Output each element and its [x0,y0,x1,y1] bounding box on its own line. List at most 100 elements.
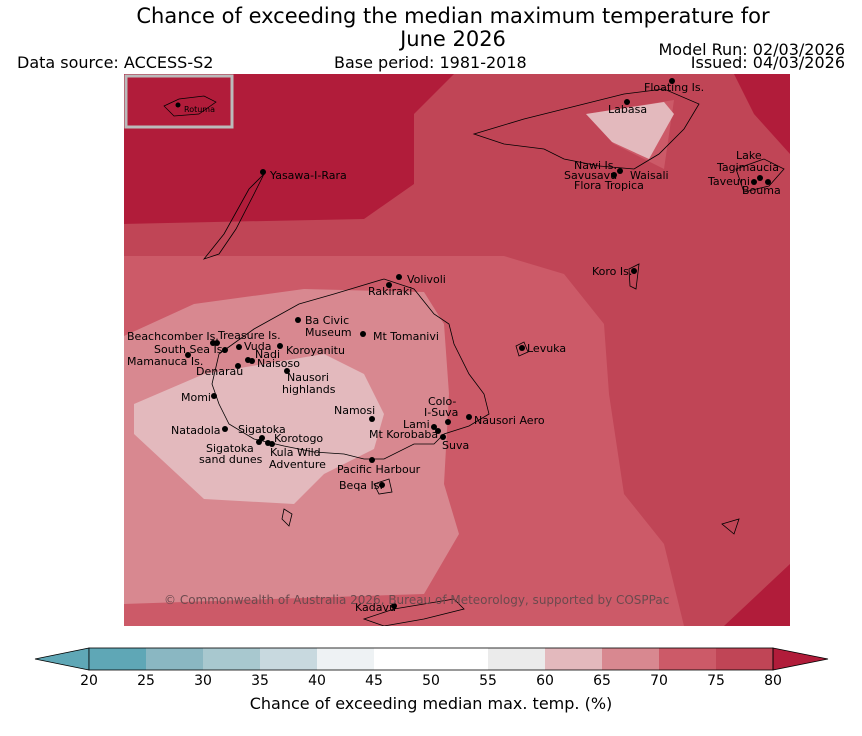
colorbar-segment [431,648,488,670]
colorbar-segment [317,648,374,670]
label-treasure: Treasure Is. [217,329,281,342]
colorbar-segment [89,648,146,670]
label-beqa: Beqa Is. [339,479,383,492]
colorbar-segment [659,648,716,670]
colorbar-tick-label: 45 [365,673,383,689]
label-suva: Suva [442,439,469,452]
colorbar-tick-label: 60 [536,673,554,689]
label-tagimaucia: Tagimaucia [716,161,779,174]
data-source-label: Data source: ACCESS-S2 [17,53,214,72]
label-namosi: Namosi [334,404,375,417]
label-korotogo: Korotogo [274,432,323,445]
label-lami: Lami [403,418,430,431]
colorbar-tick-label: 50 [422,673,440,689]
colorbar-segment [374,648,431,670]
label-korobaba: Mt Korobaba [369,428,438,441]
label-southsea: South Sea Is. [154,343,226,356]
label-kadavu: Kadavu [355,601,396,614]
label-taveuni: Taveuni [707,175,750,188]
label-nausori-h1: Nausori [287,371,329,384]
rotuma-inset: Rotuma [124,74,234,129]
label-sigatoka: Sigatoka [238,423,286,436]
colorbar-tick-label: 80 [764,673,782,689]
beqa-coast [373,478,393,495]
colorbar-tick-label: 25 [137,673,155,689]
base-period-label: Base period: 1981-2018 [334,53,527,72]
colorbar-tick-label: 55 [479,673,497,689]
colorbar-outline [88,647,774,671]
label-nawi: Nawi Is. [574,159,617,172]
label-bacivic-1: Ba Civic [305,314,349,327]
label-levuka: Levuka [527,342,566,355]
label-koro: Koro Is. [592,265,632,278]
colorbar-extend-low [34,647,90,671]
label-momi: Momi [181,391,211,404]
forecast-map-svg: Rotuma Floating Is. Labasa Yasawa-I-Rara… [124,74,790,626]
forecast-map: Rotuma Floating Is. Labasa Yasawa-I-Rara… [124,74,790,626]
colorbar-tick-label: 75 [707,673,725,689]
label-yasawa: Yasawa-I-Rara [269,169,347,182]
colorbar [34,647,829,671]
label-waisali: Waisali [630,169,669,182]
colorbar-segment [602,648,659,670]
kadavu-coast [362,598,465,626]
label-savusavu: Savusavu [564,169,617,182]
vatulele-coast [281,508,293,527]
label-natadola: Natadola [171,424,221,437]
label-tomanivi: Mt Tomanivi [373,330,439,343]
label-nadi: Nadi [255,348,280,361]
contour-60 [134,354,384,504]
label-naisoso: Naisoso [257,357,300,370]
colorbar-extend-high [772,647,829,671]
yasawa-coast [202,173,265,260]
east-reef-coast [721,518,740,535]
colorbar-segment [203,648,260,670]
label-colo-1: Colo- [428,395,456,408]
copyright-text: © Commonwealth of Australia 2026, Bureau… [164,593,669,607]
map-title-line2: June 2026 [400,27,506,51]
taveuni-coast [735,158,785,193]
colorbar-tick-label: 70 [650,673,668,689]
colorbar-label: Chance of exceeding median max. temp. (%… [249,694,613,713]
label-mamanuca: Mamanuca Is. [127,355,203,368]
label-bouma: Bouma [742,184,781,197]
label-koroyanitu: Koroyanitu [286,344,345,357]
label-colo-2: I-Suva [424,406,458,419]
contour-80-southeast [724,564,790,626]
colorbar-segment [146,648,203,670]
label-lake: Lake [736,149,762,162]
label-sigdunes-2: sand dunes [199,453,263,466]
vanua-levu-coast [472,88,700,170]
colorbar-tick-label: 35 [251,673,269,689]
colorbar-tick-label: 30 [194,673,212,689]
inset-label-rotuma: Rotuma [184,105,215,114]
label-volivoli: Volivoli [407,273,446,286]
label-vuda: Vuda [244,340,271,353]
colorbar-segment [545,648,602,670]
label-denarau: Denarau [196,365,243,378]
colorbar-segment [716,648,773,670]
places: Floating Is. Labasa Yasawa-I-Rara Nawi I… [127,78,781,614]
map-title-line1: Chance of exceeding the median maximum t… [136,4,770,28]
label-beachcomber: Beachcomber Is. [127,330,219,343]
label-kula-2: Adventure [269,458,326,471]
label-flora: Flora Tropica [574,179,644,192]
ovalau-coast [515,341,529,357]
label-pacific: Pacific Harbour [337,463,421,476]
colorbar-tick-label: 40 [308,673,326,689]
label-nausori-h2: highlands [282,383,336,396]
label-nausori-aero: Nausori Aero [474,414,545,427]
label-kula-1: Kula Wild [270,446,321,459]
label-sigdunes-1: Sigatoka [206,442,254,455]
contour-80-east [734,74,790,154]
model-run-label: Model Run: 02/03/2026 [658,40,846,59]
colorbar-tick-label: 65 [593,673,611,689]
label-rakiraki: Rakiraki [368,285,412,298]
label-labasa: Labasa [608,103,647,116]
issued-label: Issued: 04/03/2026 [690,53,845,72]
koro-coast [628,263,640,290]
label-bacivic-2: Museum [305,326,352,339]
label-floating: Floating Is. [644,81,704,94]
contour-60-north [586,102,674,159]
colorbar-segment [260,648,317,670]
